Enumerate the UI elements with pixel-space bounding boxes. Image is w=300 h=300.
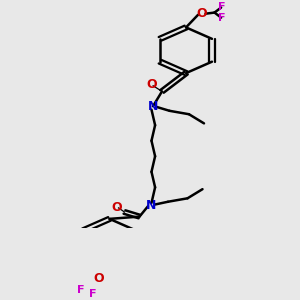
Text: N: N <box>146 199 157 212</box>
Text: N: N <box>148 100 158 113</box>
Text: F: F <box>77 285 85 295</box>
Text: O: O <box>94 272 104 285</box>
Text: F: F <box>89 289 97 299</box>
Text: F: F <box>218 2 226 12</box>
Text: O: O <box>112 201 122 214</box>
Text: F: F <box>218 13 226 23</box>
Text: O: O <box>146 78 157 91</box>
Text: O: O <box>196 7 207 20</box>
